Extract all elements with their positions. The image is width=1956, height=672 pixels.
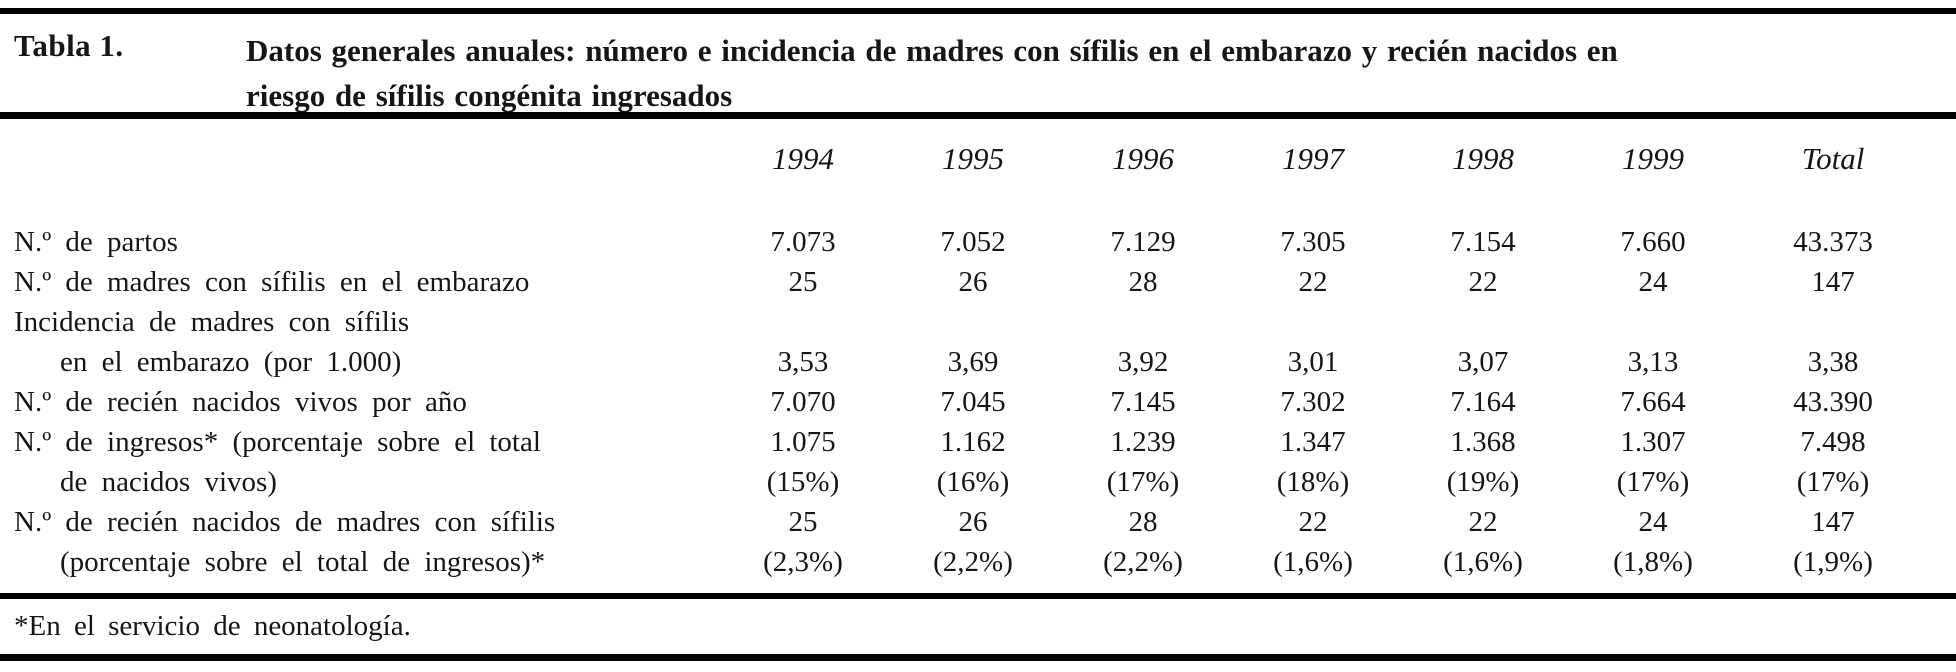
cell-value [1398, 302, 1568, 342]
year-column-header: 1995 [942, 141, 1004, 176]
total-column-header: Total [1801, 141, 1865, 176]
cell-value: 3,92 [1117, 346, 1169, 378]
cell-value: 43.373 [1793, 226, 1873, 258]
cell-value: 22 [1468, 266, 1498, 298]
cell-value: 1.307 [1620, 426, 1686, 458]
cell-value: 7.154 [1450, 226, 1516, 258]
table-title: Datos generales anuales: número e incide… [246, 33, 1618, 113]
cell-value [1568, 302, 1738, 342]
cell-value: (2,2%) [1103, 546, 1183, 578]
cell-value: 3,13 [1627, 346, 1679, 378]
cell-value: 28 [1128, 506, 1158, 538]
table-footnote: *En el servicio de neonatología. [14, 610, 411, 642]
cell-value: (2,2%) [933, 546, 1013, 578]
cell-value: 7.073 [770, 226, 836, 258]
cell-value: 7.164 [1450, 386, 1516, 418]
data-table: 1994 1995 1996 1997 1998 1999 Total N.º … [12, 119, 1928, 582]
year-column-header: 1998 [1452, 141, 1514, 176]
year-column-header: 1994 [772, 141, 834, 176]
row-label: N.º de recién nacidos vivos por año [14, 386, 467, 418]
table-row: Incidencia de madres con sífilis [12, 302, 1928, 342]
cell-value: (17%) [1796, 466, 1870, 498]
table-row: (porcentaje sobre el total de ingresos)*… [12, 542, 1928, 582]
cell-value: (2,3%) [763, 546, 843, 578]
row-label: N.º de ingresos* (porcentaje sobre el to… [14, 426, 541, 458]
table-row: N.º de recién nacidos de madres con sífi… [12, 502, 1928, 542]
cell-value: 25 [788, 506, 818, 538]
table-number-label: Tabla 1. [14, 28, 124, 63]
cell-value [1228, 302, 1398, 342]
footnote-rule [0, 593, 1956, 599]
year-column-header: 1997 [1282, 141, 1344, 176]
cell-value: 3,53 [777, 346, 829, 378]
cell-value: 28 [1128, 266, 1158, 298]
table-row: de nacidos vivos) (15%) (16%) (17%) (18%… [12, 462, 1928, 502]
cell-value: 3,69 [947, 346, 999, 378]
header-rule [0, 112, 1956, 119]
cell-value: 7.145 [1110, 386, 1176, 418]
row-label: (porcentaje sobre el total de ingresos)* [60, 546, 546, 578]
cell-value: 3,07 [1457, 346, 1509, 378]
cell-value: 147 [1811, 506, 1855, 538]
table-row: N.º de partos 7.073 7.052 7.129 7.305 7.… [12, 222, 1928, 262]
cell-value: 7.129 [1110, 226, 1176, 258]
cell-value: (19%) [1446, 466, 1520, 498]
cell-value: 1.162 [940, 426, 1006, 458]
row-label: Incidencia de madres con sífilis [14, 306, 410, 338]
cell-value: 22 [1298, 506, 1328, 538]
row-label: en el embarazo (por 1.000) [60, 346, 402, 378]
cell-value: (1,8%) [1613, 546, 1693, 578]
cell-value [718, 302, 888, 342]
year-column-header: 1996 [1112, 141, 1174, 176]
cell-value: 43.390 [1793, 386, 1873, 418]
table-row: N.º de ingresos* (porcentaje sobre el to… [12, 422, 1928, 462]
cell-value: 7.305 [1280, 226, 1346, 258]
cell-value: (17%) [1106, 466, 1180, 498]
year-header-row: 1994 1995 1996 1997 1998 1999 Total [12, 119, 1928, 222]
table-row: N.º de madres con sífilis en el embarazo… [12, 262, 1928, 302]
cell-value: (1,9%) [1793, 546, 1873, 578]
cell-value: 26 [958, 266, 988, 298]
cell-value: 1.075 [770, 426, 836, 458]
cell-value: 7.070 [770, 386, 836, 418]
cell-value: 7.660 [1620, 226, 1686, 258]
row-label: N.º de recién nacidos de madres con sífi… [14, 506, 556, 538]
cell-value: 25 [788, 266, 818, 298]
cell-value: 3,01 [1287, 346, 1339, 378]
cell-value: (18%) [1276, 466, 1350, 498]
row-label: N.º de madres con sífilis en el embarazo [14, 266, 530, 298]
cell-value [1738, 302, 1928, 342]
cell-value: 24 [1638, 506, 1668, 538]
cell-value: 7.302 [1280, 386, 1346, 418]
cell-value: 1.239 [1110, 426, 1176, 458]
row-label: de nacidos vivos) [60, 466, 277, 498]
row-label: N.º de partos [14, 226, 178, 258]
cell-value: (1,6%) [1273, 546, 1353, 578]
cell-value: 7.052 [940, 226, 1006, 258]
cell-value: (1,6%) [1443, 546, 1523, 578]
cell-value [1058, 302, 1228, 342]
table-row: en el embarazo (por 1.000) 3,53 3,69 3,9… [12, 342, 1928, 382]
cell-value: (15%) [766, 466, 840, 498]
table-row: N.º de recién nacidos vivos por año 7.07… [12, 382, 1928, 422]
bottom-rule [0, 654, 1956, 661]
cell-value: 1.347 [1280, 426, 1346, 458]
cell-value: 22 [1298, 266, 1328, 298]
cell-value: 7.498 [1800, 426, 1866, 458]
top-rule [0, 8, 1956, 14]
cell-value: 7.045 [940, 386, 1006, 418]
cell-value: 26 [958, 506, 988, 538]
cell-value: 147 [1811, 266, 1855, 298]
cell-value: 24 [1638, 266, 1668, 298]
cell-value: (16%) [936, 466, 1010, 498]
cell-value [888, 302, 1058, 342]
cell-value: 7.664 [1620, 386, 1686, 418]
cell-value: 3,38 [1807, 346, 1859, 378]
cell-value: 22 [1468, 506, 1498, 538]
empty-header-cell [12, 119, 718, 222]
cell-value: 1.368 [1450, 426, 1516, 458]
cell-value: (17%) [1616, 466, 1690, 498]
year-column-header: 1999 [1622, 141, 1684, 176]
